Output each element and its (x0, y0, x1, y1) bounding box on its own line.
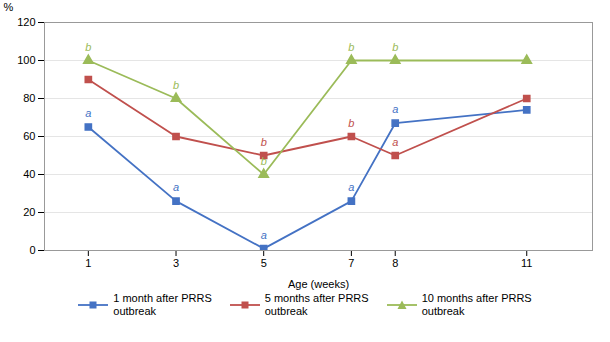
html-text:5 months after PRRS outbreak: 5 months after PRRS outbreak (264, 292, 369, 317)
svg-text:b: b (392, 41, 398, 53)
svg-text:20: 20 (23, 206, 35, 218)
html-text:1 month after PRRS outbreak: 1 month after PRRS outbreak (113, 292, 212, 317)
svg-text:5: 5 (261, 257, 267, 269)
svg-text:b: b (173, 79, 179, 91)
svg-text:b: b (85, 41, 91, 53)
svg-text:7: 7 (348, 257, 354, 269)
svg-text:1: 1 (85, 257, 91, 269)
svg-text:Age (weeks): Age (weeks) (288, 278, 349, 290)
svg-text:%: % (4, 1, 14, 13)
svg-text:b: b (348, 117, 354, 129)
svg-text:b: b (261, 155, 267, 167)
svg-text:11: 11 (521, 257, 532, 269)
html-text:10 months after PRRS outbreak: 10 months after PRRS outbreak (421, 292, 532, 317)
svg-text:80: 80 (23, 92, 35, 104)
svg-text:60: 60 (23, 130, 35, 142)
svg-text:100: 100 (17, 54, 35, 66)
svg-text:a: a (392, 103, 398, 115)
svg-text:b: b (348, 41, 354, 53)
svg-text:0: 0 (29, 244, 35, 256)
svg-text:a: a (85, 107, 91, 119)
svg-text:40: 40 (23, 168, 35, 180)
svg-text:a: a (173, 181, 179, 193)
svg-text:a: a (392, 136, 398, 148)
svg-text:a: a (348, 181, 354, 193)
svg-text:b: b (261, 136, 267, 148)
svg-text:3: 3 (173, 257, 179, 269)
svg-text:a: a (261, 229, 267, 241)
svg-text:8: 8 (392, 257, 398, 269)
svg-text:120: 120 (17, 16, 35, 28)
